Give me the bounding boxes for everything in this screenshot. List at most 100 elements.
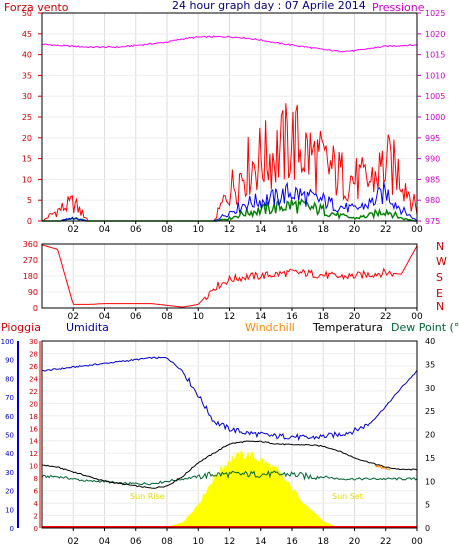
x-tick-label: 06 (130, 537, 142, 547)
y-tick-label-pressure: 980 (425, 196, 440, 205)
x-tick-label: 02 (68, 312, 79, 322)
series-dewpoint (41, 469, 418, 486)
x-tick-label: 16 (286, 225, 298, 235)
y-tick-label-pressure: 990 (425, 155, 440, 164)
y-tick-label-pressure: 1020 (425, 30, 445, 39)
x-tick-label: 08 (161, 225, 173, 235)
x-tick-label: 22 (380, 312, 391, 322)
y-tick-label-pressure: 1000 (425, 113, 445, 122)
y-tick-label-humidity: 90 (5, 357, 14, 365)
x-tick-label: 14 (255, 537, 267, 547)
y-tick-label-humidity: 40 (5, 450, 14, 458)
label-sun-set: Sun Set (332, 492, 363, 501)
y-tick-label-wind: 20 (22, 134, 32, 143)
x-tick-label: 20 (349, 312, 361, 322)
x-tick-label: 04 (99, 225, 111, 235)
compass-label: W (436, 255, 447, 268)
y-tick-label-temperature: 0 (425, 524, 430, 533)
x-tick-label: 10 (193, 312, 205, 322)
y-tick-label-humidity: 30 (5, 469, 14, 477)
y-tick-label-pressure: 985 (425, 175, 440, 184)
y-tick-label-temperature: 30 (425, 384, 435, 393)
x-tick-label: 14 (255, 312, 267, 322)
y-tick-label-rain: 0 (34, 525, 38, 533)
series-humidity (41, 356, 418, 441)
x-tick-label: 00 (411, 225, 423, 235)
x-tick-label: 02 (68, 225, 79, 235)
x-tick-label: 20 (349, 225, 361, 235)
x-tick-label: 20 (349, 537, 361, 547)
x-tick-label: 10 (193, 225, 205, 235)
y-tick-label-humidity: 50 (5, 432, 14, 440)
x-tick-label: 22 (380, 537, 391, 547)
x-tick-label: 04 (99, 312, 111, 322)
y-tick-label-rain: 8 (34, 475, 38, 483)
x-tick-label: 06 (130, 312, 142, 322)
y-tick-label-wind: 15 (22, 155, 32, 164)
y-tick-label-temperature: 5 (425, 501, 430, 510)
y-tick-label-direction: 360 (23, 240, 38, 249)
x-tick-label: 12 (224, 537, 235, 547)
y-tick-label-rain: 26 (29, 363, 38, 371)
chart-title: 24 hour graph day : 07 Aprile 2014 (172, 0, 366, 12)
y-tick-label-humidity: 80 (5, 375, 14, 383)
y-tick-label-humidity: 10 (5, 506, 14, 514)
x-tick-label: 06 (130, 225, 142, 235)
y-tick-label-rain: 30 (29, 338, 38, 346)
y-tick-label-wind: 40 (22, 51, 32, 60)
compass-label: E (436, 287, 443, 300)
y-tick-label-temperature: 35 (425, 360, 435, 369)
y-tick-label-rain: 18 (29, 413, 38, 421)
y-tick-label-pressure: 1010 (425, 71, 445, 80)
y-tick-label-rain: 24 (29, 375, 38, 383)
y-tick-label-humidity: 100 (1, 338, 14, 346)
y-tick-label-pressure: 975 (425, 217, 440, 226)
y-tick-label-wind: 25 (22, 113, 32, 122)
y-tick-label-rain: 4 (34, 500, 39, 508)
y-tick-label-direction: 270 (23, 256, 38, 265)
y-tick-label-rain: 10 (29, 463, 38, 471)
y-tick-label-pressure: 995 (425, 134, 440, 143)
y-tick-label-wind: 35 (22, 71, 32, 80)
y-tick-label-wind: 30 (22, 92, 32, 101)
y-tick-label-humidity: 20 (5, 488, 14, 496)
y-tick-label-direction: 180 (23, 272, 38, 281)
x-tick-label: 18 (318, 312, 330, 322)
x-tick-label: 18 (318, 537, 330, 547)
x-tick-label: 22 (380, 225, 391, 235)
y-tick-label-temperature: 15 (425, 454, 435, 463)
series-windchill (374, 464, 391, 471)
y-tick-label-rain: 6 (34, 488, 39, 496)
y-tick-label-direction: 90 (28, 288, 38, 297)
x-tick-label: 08 (161, 312, 173, 322)
y-tick-label-pressure: 1015 (425, 51, 445, 60)
x-tick-label: 08 (161, 537, 173, 547)
compass-label: N (436, 240, 444, 253)
y-tick-label-rain: 16 (29, 425, 38, 433)
x-tick-label: 10 (193, 537, 205, 547)
y-tick-label-rain: 28 (29, 350, 38, 358)
y-tick-label-wind: 5 (27, 196, 32, 205)
series-direction (41, 244, 418, 308)
x-tick-label: 00 (411, 312, 423, 322)
y-tick-label-rain: 20 (29, 400, 38, 408)
y-tick-label-wind: 45 (22, 30, 32, 39)
label-pressione: Pressione (372, 1, 425, 14)
label-dew-point: Dew Point (°C (391, 321, 459, 334)
y-tick-label-temperature: 40 (425, 337, 435, 346)
y-tick-label-wind: 50 (22, 9, 32, 18)
y-tick-label-pressure: 1025 (425, 9, 445, 18)
y-tick-label-rain: 14 (29, 438, 38, 446)
series-pressure (41, 35, 418, 53)
x-tick-label: 04 (99, 537, 111, 547)
y-tick-label-temperature: 10 (425, 477, 435, 486)
label-temperatura: Temperatura (312, 321, 383, 334)
y-tick-label-wind: 0 (27, 217, 32, 226)
y-tick-label-humidity: 60 (5, 413, 14, 421)
series-temperature (41, 440, 418, 489)
label-forza-vento: Forza vento (4, 1, 69, 14)
y-tick-label-temperature: 25 (425, 407, 435, 416)
x-tick-label: 02 (68, 537, 79, 547)
compass-label: N (436, 300, 444, 313)
